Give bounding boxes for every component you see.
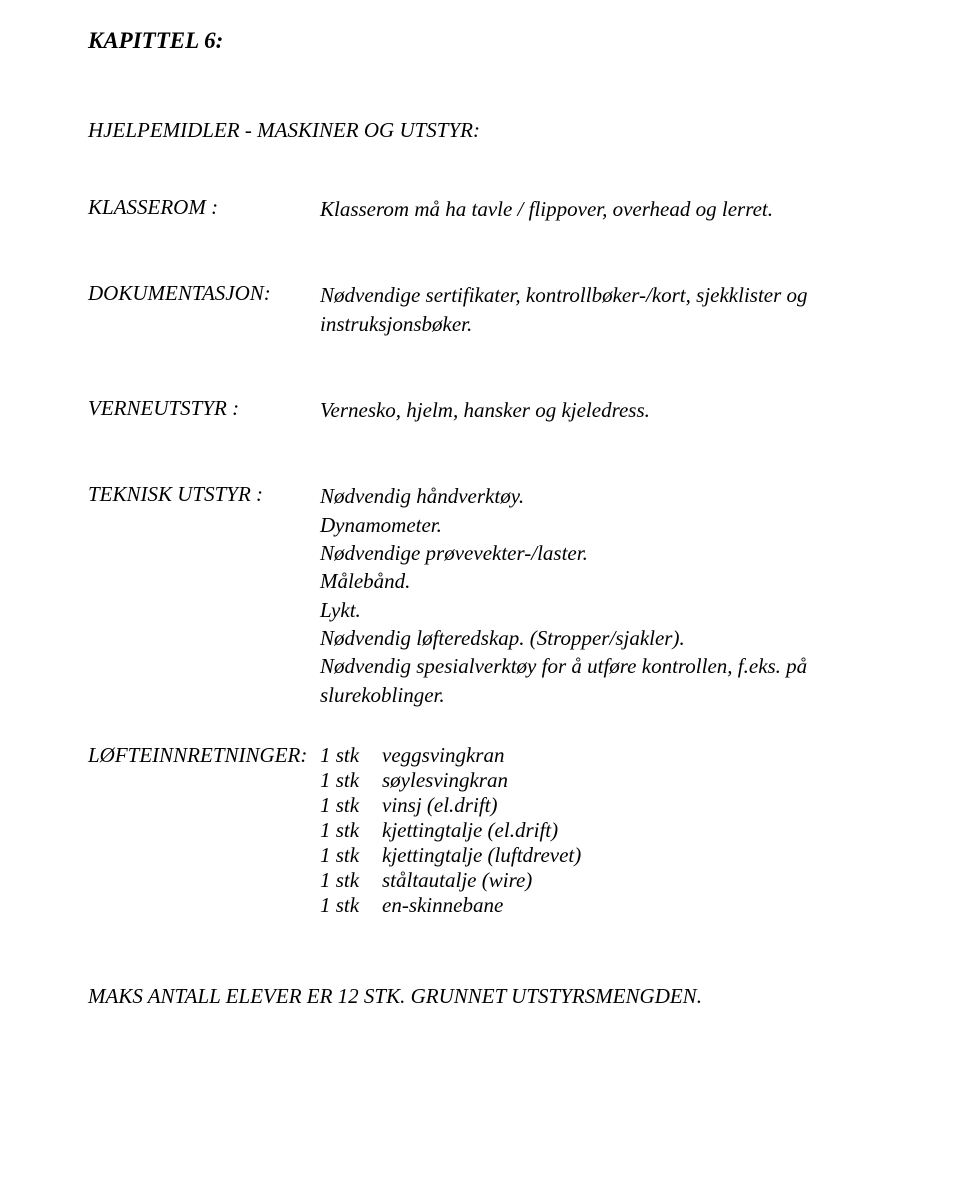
value-line: Lykt. [320, 596, 870, 624]
row-verneutstyr: VERNEUTSTYR : Vernesko, hjelm, hansker o… [88, 396, 870, 424]
value-line: Nødvendig løfteredskap. (Stropper/sjakle… [320, 624, 870, 652]
equipment-qty: 1 stk [320, 868, 382, 893]
equipment-row: 1 stk en-skinnebane [88, 893, 870, 918]
equipment-list: LØFTEINNRETNINGER: 1 stk veggsvingkran 1… [88, 743, 870, 918]
value-line: Dynamometer. [320, 511, 870, 539]
equipment-spacer [88, 768, 320, 793]
equipment-label: LØFTEINNRETNINGER: [88, 743, 320, 768]
value-line: Nødvendig spesialverktøy for å utføre ko… [320, 652, 870, 709]
equipment-qty: 1 stk [320, 793, 382, 818]
equipment-item: ståltautalje (wire) [382, 868, 870, 893]
row-teknisk-utstyr: TEKNISK UTSTYR : Nødvendig håndverktøy. … [88, 482, 870, 709]
equipment-qty: 1 stk [320, 743, 382, 768]
equipment-spacer [88, 868, 320, 893]
footer-note: MAKS ANTALL ELEVER ER 12 STK. GRUNNET UT… [88, 984, 870, 1009]
document-page: KAPITTEL 6: HJELPEMIDLER - MASKINER OG U… [0, 0, 960, 1049]
equipment-row: 1 stk vinsj (el.drift) [88, 793, 870, 818]
equipment-row: 1 stk kjettingtalje (luftdrevet) [88, 843, 870, 868]
equipment-item: vinsj (el.drift) [382, 793, 870, 818]
value-line: Klasserom må ha tavle / flippover, overh… [320, 195, 870, 223]
value-line: Nødvendig håndverktøy. [320, 482, 870, 510]
row-value: Vernesko, hjelm, hansker og kjeledress. [320, 396, 870, 424]
equipment-spacer [88, 893, 320, 918]
equipment-item: kjettingtalje (luftdrevet) [382, 843, 870, 868]
equipment-qty: 1 stk [320, 843, 382, 868]
row-value: Nødvendig håndverktøy. Dynamometer. Nødv… [320, 482, 870, 709]
equipment-qty: 1 stk [320, 818, 382, 843]
equipment-row: 1 stk søylesvingkran [88, 768, 870, 793]
equipment-qty: 1 stk [320, 768, 382, 793]
value-line: Målebånd. [320, 567, 870, 595]
row-label: VERNEUTSTYR : [88, 396, 320, 421]
equipment-item: kjettingtalje (el.drift) [382, 818, 870, 843]
equipment-row: 1 stk ståltautalje (wire) [88, 868, 870, 893]
equipment-item: veggsvingkran [382, 743, 870, 768]
value-line: Nødvendige prøvevekter-/laster. [320, 539, 870, 567]
row-label: TEKNISK UTSTYR : [88, 482, 320, 507]
value-line: Nødvendige sertifikater, kontrollbøker-/… [320, 281, 870, 338]
equipment-qty: 1 stk [320, 893, 382, 918]
equipment-item: en-skinnebane [382, 893, 870, 918]
row-value: Nødvendige sertifikater, kontrollbøker-/… [320, 281, 870, 338]
equipment-spacer [88, 843, 320, 868]
section-title: HJELPEMIDLER - MASKINER OG UTSTYR: [88, 118, 870, 143]
chapter-title: KAPITTEL 6: [88, 28, 870, 54]
row-dokumentasjon: DOKUMENTASJON: Nødvendige sertifikater, … [88, 281, 870, 338]
row-label: DOKUMENTASJON: [88, 281, 320, 306]
equipment-row: 1 stk kjettingtalje (el.drift) [88, 818, 870, 843]
equipment-spacer [88, 818, 320, 843]
row-klasserom: KLASSEROM : Klasserom må ha tavle / flip… [88, 195, 870, 223]
value-line: Vernesko, hjelm, hansker og kjeledress. [320, 396, 870, 424]
row-label: KLASSEROM : [88, 195, 320, 220]
equipment-row: LØFTEINNRETNINGER: 1 stk veggsvingkran [88, 743, 870, 768]
equipment-item: søylesvingkran [382, 768, 870, 793]
equipment-spacer [88, 793, 320, 818]
row-value: Klasserom må ha tavle / flippover, overh… [320, 195, 870, 223]
